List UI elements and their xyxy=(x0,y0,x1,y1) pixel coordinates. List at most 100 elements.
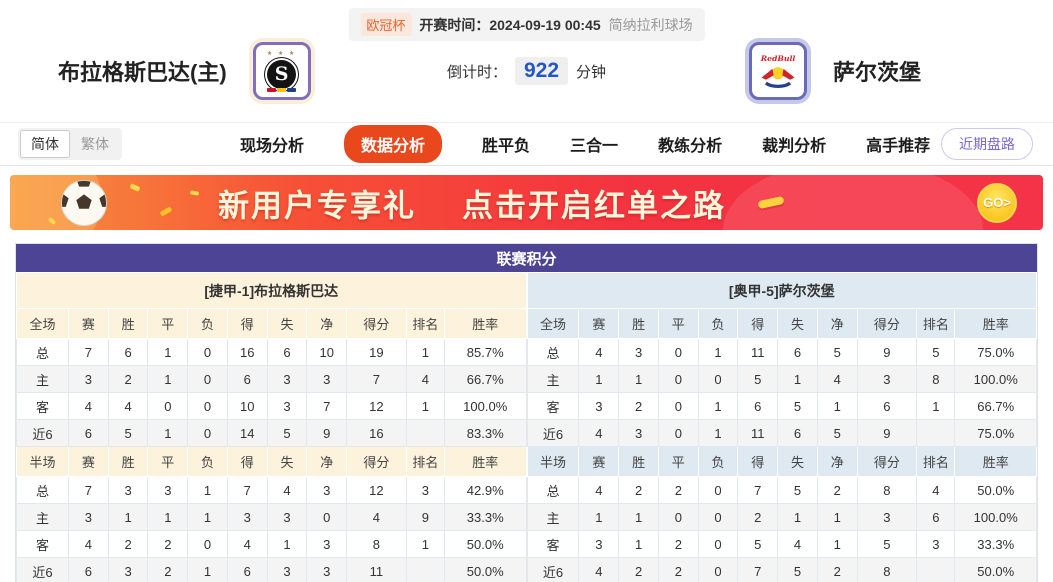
table-cell: 10 xyxy=(306,338,348,366)
column-header: 得分 xyxy=(856,308,918,339)
table-cell: 1 xyxy=(187,503,228,531)
table-cell: 3 xyxy=(916,530,956,558)
table-cell: 1 xyxy=(405,392,445,420)
table-cell: 总 xyxy=(526,338,580,366)
table-cell: 3 xyxy=(618,419,659,447)
table-cell: 1 xyxy=(697,392,739,420)
promo-banner[interactable]: 新用户专享礼 点击开启红单之路 GO> xyxy=(10,175,1043,230)
table-cell: 主 xyxy=(526,365,580,393)
table-cell: 7 xyxy=(737,476,779,504)
table-cell: 1 xyxy=(816,503,858,531)
table-cell: 0 xyxy=(147,392,189,420)
table-cell: 6 xyxy=(737,392,779,420)
table-cell: 2 xyxy=(618,476,659,504)
table-cell: 1 xyxy=(816,530,858,558)
column-header: 胜率 xyxy=(443,308,527,339)
table-cell: 0 xyxy=(697,365,739,393)
table-cell: 16 xyxy=(226,338,268,366)
tab-coach-analysis[interactable]: 教练分析 xyxy=(658,138,723,155)
table-cell: 50.0% xyxy=(954,476,1037,504)
table-cell: 3 xyxy=(147,476,189,504)
column-header: 赛 xyxy=(67,308,109,339)
table-cell: 主 xyxy=(526,503,580,531)
table-cell: 4 xyxy=(578,338,620,366)
table-cell: 5 xyxy=(266,419,308,447)
tab-data-analysis[interactable]: 数据分析 xyxy=(344,125,443,163)
table-cell: 2 xyxy=(737,503,779,531)
column-header: 半场 xyxy=(16,446,69,477)
banner-squiggle xyxy=(757,195,785,210)
table-cell: 100.0% xyxy=(954,503,1037,531)
table-cell: 2 xyxy=(147,530,189,558)
column-header: 胜率 xyxy=(954,308,1037,339)
lang-traditional-button[interactable]: 繁体 xyxy=(81,136,109,152)
go-button[interactable]: GO> xyxy=(977,182,1017,223)
table-cell: 0 xyxy=(187,365,228,393)
table-cell: 近6 xyxy=(526,557,580,582)
table-cell: 3 xyxy=(266,557,308,582)
column-header: 得分 xyxy=(346,308,407,339)
table-row: 客 4 4 0 0 10 3 7 12 1 100.0% xyxy=(16,392,527,420)
table-cell: 2 xyxy=(147,557,189,582)
column-header: 半场 xyxy=(526,446,580,477)
table-cell: 2 xyxy=(657,530,699,558)
lang-simplified-button[interactable]: 简体 xyxy=(20,130,70,158)
column-header: 胜率 xyxy=(443,446,527,477)
table-cell: 42.9% xyxy=(443,476,527,504)
table-cell: 0 xyxy=(697,530,739,558)
recent-trends-button[interactable]: 近期盘路 xyxy=(941,128,1033,160)
table-cell: 1 xyxy=(187,557,228,582)
table-cell: 4 xyxy=(226,530,268,558)
table-cell: 11 xyxy=(737,338,779,366)
table-cell: 4 xyxy=(107,392,149,420)
tab-win-draw-lose[interactable]: 胜平负 xyxy=(482,138,531,155)
match-info-pill: 欧冠杯 开赛时间：2024-09-19 00:45 简纳拉利球场 xyxy=(348,8,705,41)
home-team-group: 布拉格斯巴达(主) ★ ★ ★ S xyxy=(0,38,315,104)
league-standings: 联赛积分 [捷甲-1]布拉格斯巴达 全场赛胜平负得失净得分 排名 胜率总 7 6 1 0 16 6… xyxy=(15,243,1038,582)
table-row: 总 4 3 0 1 11 6 5 9 5 75.0% xyxy=(526,338,1037,366)
table-cell: 3 xyxy=(578,392,620,420)
column-header: 平 xyxy=(147,446,189,477)
table-cell: 14 xyxy=(226,419,268,447)
table-cell: 5 xyxy=(816,419,858,447)
table-cell: 50.0% xyxy=(443,557,527,582)
table-cell: 2 xyxy=(816,476,858,504)
league-badge: 欧冠杯 xyxy=(360,13,412,36)
table-cell: 6 xyxy=(266,338,308,366)
table-cell: 1 xyxy=(107,503,149,531)
table-cell: 客 xyxy=(16,392,69,420)
kickoff-time: 开赛时间：2024-09-19 00:45 xyxy=(419,16,601,33)
table-row: 总 7 6 1 0 16 6 10 19 1 85.7% xyxy=(16,338,527,366)
table-cell: 2 xyxy=(618,392,659,420)
table-cell: 4 xyxy=(405,365,445,393)
countdown-value: 922 xyxy=(514,57,569,85)
table-cell: 4 xyxy=(578,476,620,504)
language-toggle: 简体 繁体 xyxy=(18,128,122,160)
table-cell xyxy=(916,419,956,447)
table-row: 近6 4 2 2 0 7 5 2 8 50.0% xyxy=(526,557,1037,582)
column-header: 得分 xyxy=(856,446,918,477)
column-header: 赛 xyxy=(578,446,620,477)
table-row: 总 7 3 3 1 7 4 3 12 3 42.9% xyxy=(16,476,527,504)
tab-referee-analysis[interactable]: 裁判分析 xyxy=(762,138,827,155)
table-cell: 近6 xyxy=(526,419,580,447)
soccer-ball-icon xyxy=(60,179,108,230)
tab-three-in-one[interactable]: 三合一 xyxy=(570,138,619,155)
column-header-row: 半场赛胜平负得失净得分 排名 胜率 xyxy=(16,446,527,477)
away-team-name: 萨尔茨堡 xyxy=(832,60,921,85)
confetti-icon xyxy=(189,190,200,196)
table-cell: 83.3% xyxy=(443,419,527,447)
away-team-logo: RedBull xyxy=(744,38,811,104)
tab-expert-picks[interactable]: 高手推荐 xyxy=(866,138,931,155)
column-header: 失 xyxy=(266,446,308,477)
table-cell: 66.7% xyxy=(954,392,1037,420)
tab-live-analysis[interactable]: 现场分析 xyxy=(240,138,305,155)
table-cell: 12 xyxy=(346,476,407,504)
table-cell: 8 xyxy=(346,530,407,558)
table-cell: 1 xyxy=(777,365,818,393)
table-cell: 75.0% xyxy=(954,419,1037,447)
table-cell: 0 xyxy=(657,365,699,393)
column-header: 全场 xyxy=(16,308,69,339)
table-cell: 1 xyxy=(816,392,858,420)
table-cell: 3 xyxy=(306,476,348,504)
